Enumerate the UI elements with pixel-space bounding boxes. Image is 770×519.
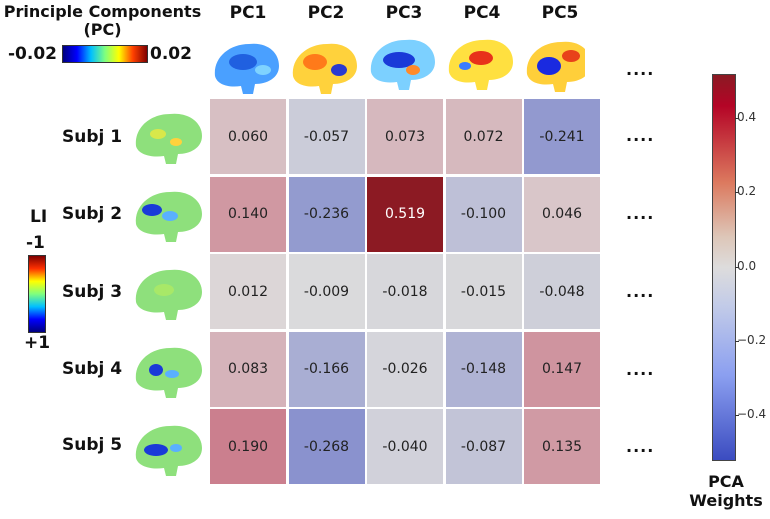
heatmap-cell-r2-c2: -0.236 (288, 176, 365, 252)
li-label: LI (30, 207, 48, 227)
colorbar-tick-label: −0.2 (737, 332, 767, 347)
row-ellipsis-subj2: .... (626, 204, 655, 223)
heatmap-cell-r4-c5: 0.147 (524, 331, 600, 407)
heatmap-cell-r5-c2: -0.268 (288, 409, 365, 484)
heatmap-cell-r2-c3: 0.519 (367, 176, 443, 252)
brain-map-subj5 (135, 425, 202, 476)
colorbar-tick-mark (735, 266, 739, 268)
pc-scale-max: 0.02 (150, 44, 192, 64)
pc-scale-bar (62, 45, 148, 63)
li-scale-top: -1 (26, 233, 45, 253)
pc-scale-min: -0.02 (8, 44, 57, 64)
heatmap-cell-r3-c2: -0.009 (288, 254, 365, 329)
heatmap-cell-r1-c1: 0.060 (210, 99, 286, 174)
colorbar-ticks: 0.4 0.2 0.0 −0.2 −0.4 (735, 74, 767, 461)
row-header-subj5: Subj 5 (62, 435, 123, 455)
column-ellipsis: .... (626, 60, 655, 79)
colorbar-tick-label: 0.4 (737, 110, 757, 125)
heatmap-cell-r1-c4: 0.072 (445, 99, 522, 174)
colorbar-tick-mark (735, 414, 739, 416)
heatmap-cell-r4-c4: -0.148 (445, 331, 522, 407)
heatmap-cell-r2-c1: 0.140 (210, 176, 286, 252)
pc-title: Principle Components (PC) (0, 3, 205, 39)
column-header-pc1: PC1 (229, 3, 267, 23)
brain-map-pc5 (526, 41, 585, 92)
heatmap-cell-r3-c3: -0.018 (367, 254, 443, 329)
heatmap-cell-r3-c1: 0.012 (210, 254, 286, 329)
colorbar-tick-mark (735, 192, 739, 194)
pc-title-line1: Principle Components (3, 2, 202, 21)
column-header-pc3: PC3 (385, 3, 423, 23)
heatmap-cell-r4-c3: -0.026 (367, 331, 443, 407)
heatmap-cell-r1-c5: -0.241 (524, 99, 600, 174)
heatmap-cell-r3-c4: -0.015 (445, 254, 522, 329)
column-header-pc2: PC2 (307, 3, 345, 23)
li-scale-bottom: +1 (24, 333, 51, 353)
pc-title-line2: (PC) (83, 20, 122, 39)
heatmap-cell-r5-c3: -0.040 (367, 409, 443, 484)
colorbar-tick-label: 0.0 (737, 258, 757, 273)
brain-map-subj2 (135, 191, 202, 242)
row-header-subj1: Subj 1 (62, 127, 123, 147)
brain-map-subj4 (135, 347, 202, 398)
colorbar-tick-mark (735, 118, 739, 120)
heatmap-cell-r2-c4: -0.100 (445, 176, 522, 252)
heatmap-cell-r5-c5: 0.135 (524, 409, 600, 484)
colorbar (712, 74, 736, 461)
heatmap-grid: 0.060 -0.057 0.073 0.072 -0.241 0.140 -0.236 0.… (210, 99, 600, 485)
heatmap-cell-r5-c4: -0.087 (445, 409, 522, 484)
heatmap-cell-r4-c2: -0.166 (288, 331, 365, 407)
li-scale-bar (28, 255, 46, 333)
row-ellipsis-subj1: .... (626, 126, 655, 145)
colorbar-title: PCA Weights (683, 472, 769, 510)
heatmap-cell-r1-c2: -0.057 (288, 99, 365, 174)
brain-map-pc4 (448, 39, 513, 90)
row-header-subj3: Subj 3 (62, 282, 123, 302)
colorbar-title-line1: PCA (708, 472, 744, 491)
brain-map-pc2 (292, 43, 357, 94)
brain-map-pc3 (370, 39, 435, 90)
pc-brain-maps (214, 39, 585, 94)
row-ellipsis-subj3: .... (626, 282, 655, 301)
row-ellipsis-subj5: .... (626, 437, 655, 456)
colorbar-tick-label: −0.4 (737, 406, 767, 421)
subject-brain-maps (135, 113, 202, 476)
heatmap-cell-r4-c1: 0.083 (210, 331, 286, 407)
brain-map-pc1 (214, 43, 279, 94)
heatmap-cell-r5-c1: 0.190 (210, 409, 286, 484)
brain-map-subj3 (135, 269, 202, 320)
colorbar-tick-label: 0.2 (737, 184, 757, 199)
row-header-subj4: Subj 4 (62, 359, 123, 379)
row-ellipsis-subj4: .... (626, 360, 655, 379)
heatmap-cell-r2-c5: 0.046 (524, 176, 600, 252)
colorbar-tick-mark (735, 340, 739, 342)
heatmap-cell-r3-c5: -0.048 (524, 254, 600, 329)
column-header-pc4: PC4 (463, 3, 501, 23)
colorbar-title-line2: Weights (689, 491, 763, 510)
row-header-subj2: Subj 2 (62, 204, 123, 224)
column-header-pc5: PC5 (541, 3, 579, 23)
brain-map-subj1 (135, 113, 202, 164)
heatmap-cell-r1-c3: 0.073 (367, 99, 443, 174)
